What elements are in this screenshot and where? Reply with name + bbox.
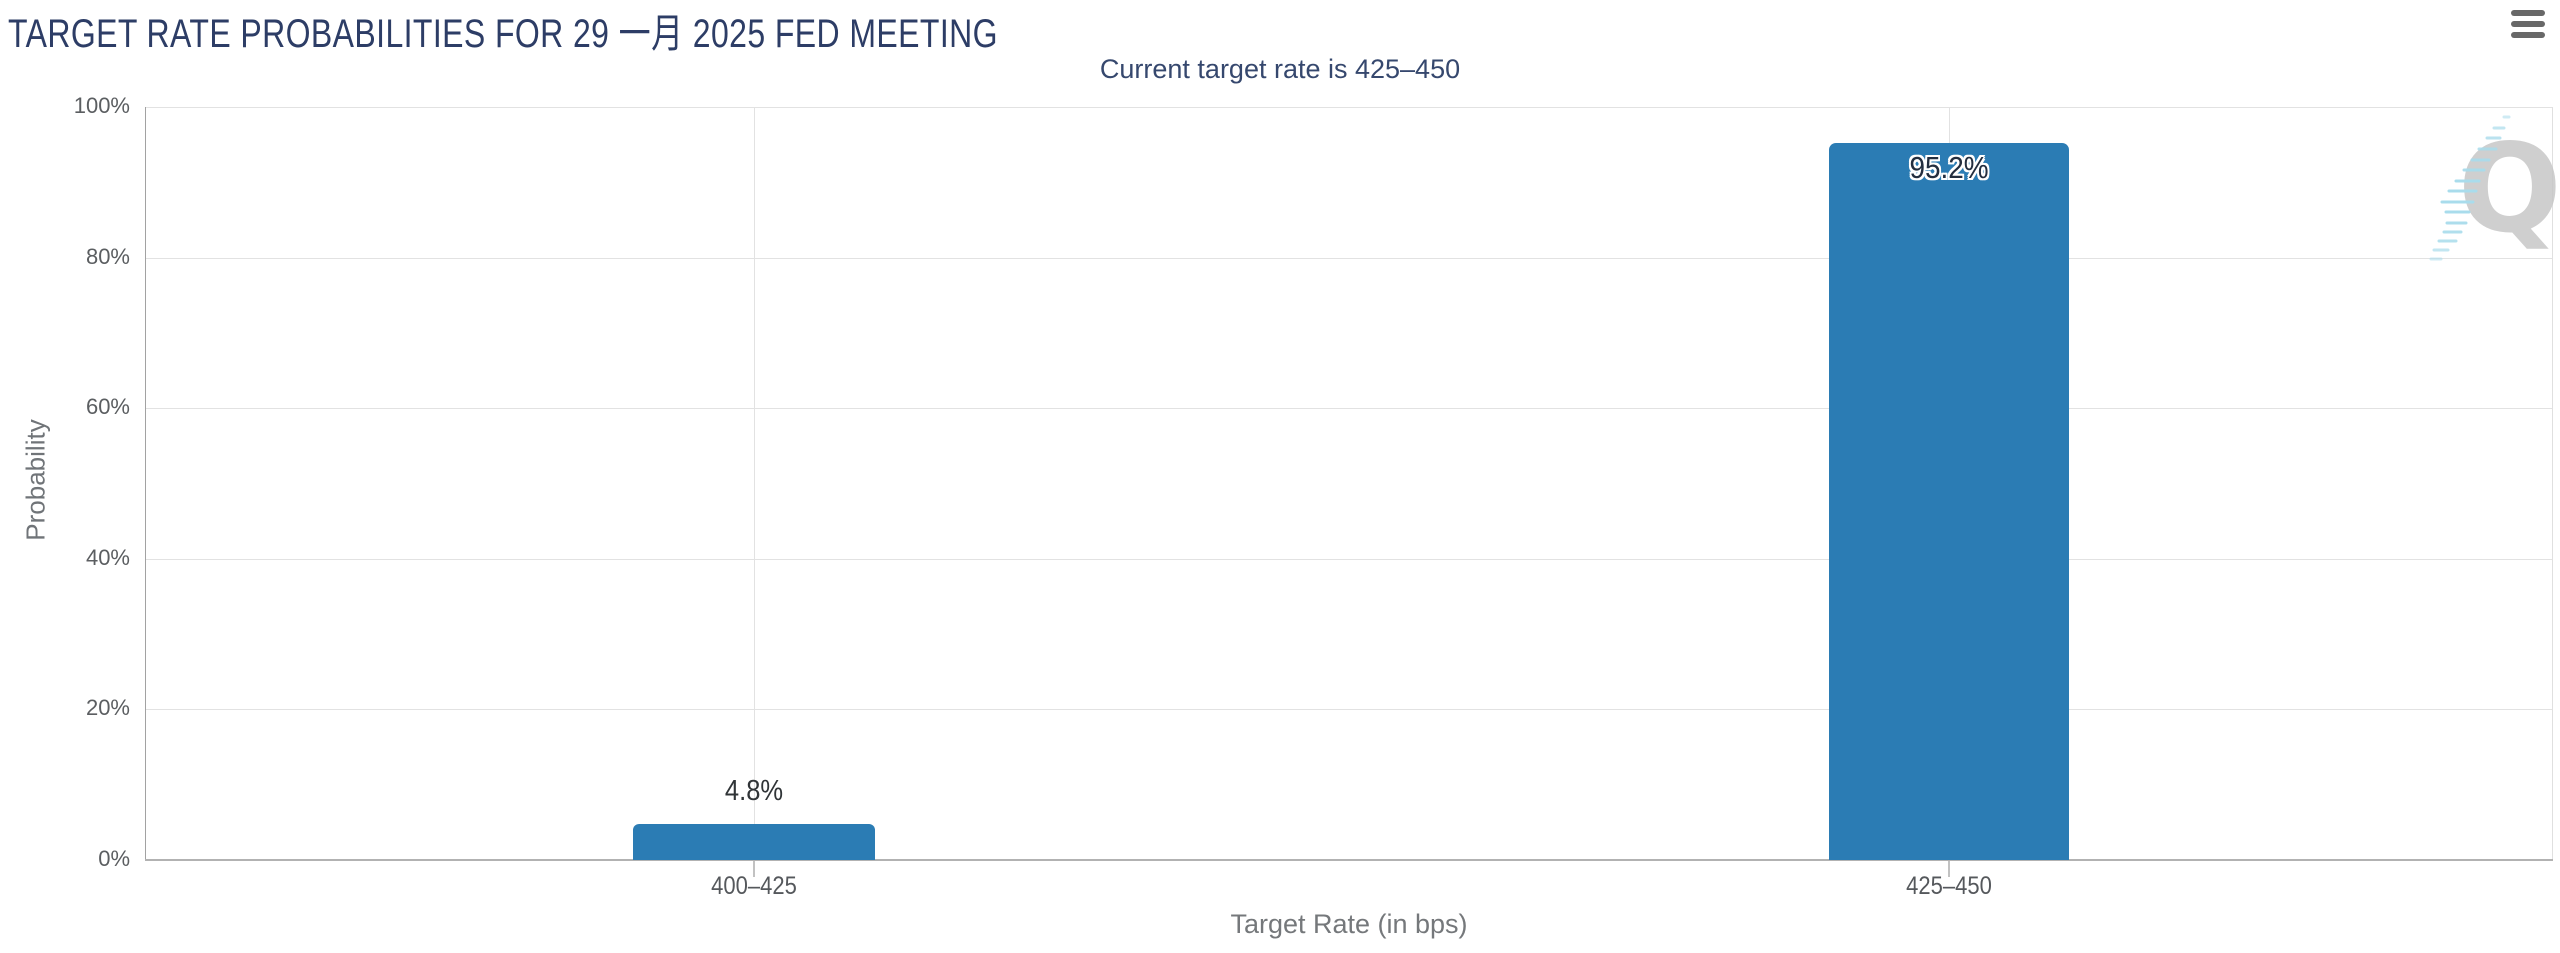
gridline-60pct bbox=[145, 408, 2553, 410]
x-tick-label-425-450: 425–450 bbox=[1906, 872, 1992, 900]
y-tick-label-20: 20% bbox=[85, 695, 130, 720]
x-tick-label-400-425: 400–425 bbox=[711, 872, 797, 900]
y-tick-label-80: 80% bbox=[85, 244, 130, 269]
bar-425-450[interactable] bbox=[1829, 143, 2069, 860]
quikstrike-logo-stripes-icon bbox=[2429, 115, 2511, 261]
hamburger-icon bbox=[2511, 10, 2545, 16]
plot-area bbox=[145, 107, 2553, 877]
bar-value-label-425-450: 95.2% bbox=[1909, 150, 1989, 185]
bar-value-label-400-425: 4.8% bbox=[724, 775, 784, 807]
bar-400-425[interactable] bbox=[633, 823, 875, 860]
chart-title: TARGET RATE PROBABILITIES FOR 29 一月 2025… bbox=[8, 1, 1245, 59]
chart-context-menu-button[interactable] bbox=[2510, 9, 2546, 41]
y-axis-title: Probability bbox=[20, 419, 51, 541]
y-axis-line bbox=[145, 107, 146, 860]
gridline-40pct bbox=[145, 558, 2553, 560]
gridline-band-1 bbox=[754, 107, 755, 860]
y-tick-label-60: 60% bbox=[85, 394, 130, 419]
quikstrike-logo-q: Q bbox=[2458, 118, 2560, 260]
hamburger-icon bbox=[2511, 32, 2545, 38]
y-tick-label-40: 40% bbox=[85, 545, 130, 570]
gridline-20pct bbox=[145, 709, 2553, 711]
x-tick-mark-2 bbox=[1948, 861, 1950, 877]
hamburger-icon bbox=[2511, 21, 2545, 27]
y-tick-label-0: 0% bbox=[98, 846, 130, 871]
x-axis-line bbox=[145, 859, 2553, 861]
y-tick-label-100: 100% bbox=[73, 93, 130, 118]
chart-title-text: TARGET RATE PROBABILITIES FOR 29 一月 2025… bbox=[8, 12, 998, 56]
plot-right-border bbox=[2552, 107, 2553, 860]
x-axis-title: Target Rate (in bps) bbox=[1230, 909, 1468, 939]
x-tick-mark-1 bbox=[753, 861, 755, 877]
gridline-80pct bbox=[145, 257, 2553, 259]
gridline-100pct bbox=[145, 107, 2553, 108]
chart-subtitle: Current target rate is 425–450 bbox=[1099, 54, 1461, 84]
